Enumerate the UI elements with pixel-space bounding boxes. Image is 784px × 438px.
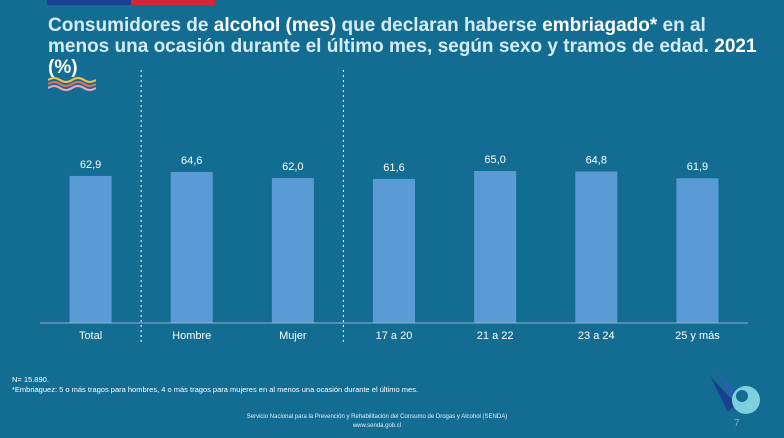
chart-title: Consumidores de alcohol (mes) que declar… <box>48 15 768 78</box>
bar-25-y-más <box>676 178 719 323</box>
senda-logo-icon <box>710 370 760 414</box>
title-highlight-embriagado: embriagado* <box>542 15 658 36</box>
title-highlight-alcohol: alcohol (mes) <box>213 15 337 36</box>
category-label: 21 a 22 <box>477 330 514 342</box>
value-label: 64,6 <box>181 155 202 167</box>
title-part-2: que declaran haberse <box>336 15 543 36</box>
page-number: 7 <box>734 418 740 429</box>
footer: Servicio Nacional para la Prevención y R… <box>200 413 554 431</box>
value-label: 61,9 <box>687 161 708 173</box>
value-label: 62,0 <box>282 161 303 173</box>
bar-total <box>69 175 112 323</box>
footer-url[interactable]: www.senda.gob.cl <box>352 423 402 429</box>
footnote: N= 15.890. *Embriaguez: 5 o más tragos p… <box>12 375 452 395</box>
footnote-sample-size: N= 15.890. <box>12 375 49 384</box>
wave-decoration-icon <box>48 77 96 91</box>
title-part-1: Consumidores de <box>48 15 214 36</box>
flag-stripe-blue <box>47 0 131 5</box>
value-label: 61,6 <box>383 162 404 174</box>
value-label: 64,8 <box>586 154 607 166</box>
category-label: Hombre <box>172 330 211 342</box>
title-year: 2021 (%) <box>48 36 757 78</box>
footer-organization: Servicio Nacional para la Prevención y R… <box>246 414 508 420</box>
value-label: 62,9 <box>80 159 101 171</box>
category-label: 25 y más <box>675 330 720 342</box>
value-label: 65,0 <box>484 154 505 166</box>
category-label: Total <box>79 330 102 342</box>
bar-hombre <box>170 171 213 323</box>
bar-17-a-20 <box>373 178 415 323</box>
category-label: Mujer <box>279 330 307 342</box>
flag-stripe-red <box>131 0 215 5</box>
footnote-definition: *Embriaguez: 5 o más tragos para hombres… <box>12 385 419 394</box>
category-label: 17 a 20 <box>376 330 413 342</box>
bar-21-a-22 <box>474 171 517 323</box>
bar-chart: 62,9 64,6 62,0 61,6 65,0 64,8 61,9 Total Hombre… <box>40 70 748 345</box>
bar-23-a-24 <box>575 171 618 323</box>
title-part-3: en al menos una ocasión durante el últim… <box>48 15 709 57</box>
bar-mujer <box>271 178 314 323</box>
category-label: 23 a 24 <box>578 330 615 342</box>
